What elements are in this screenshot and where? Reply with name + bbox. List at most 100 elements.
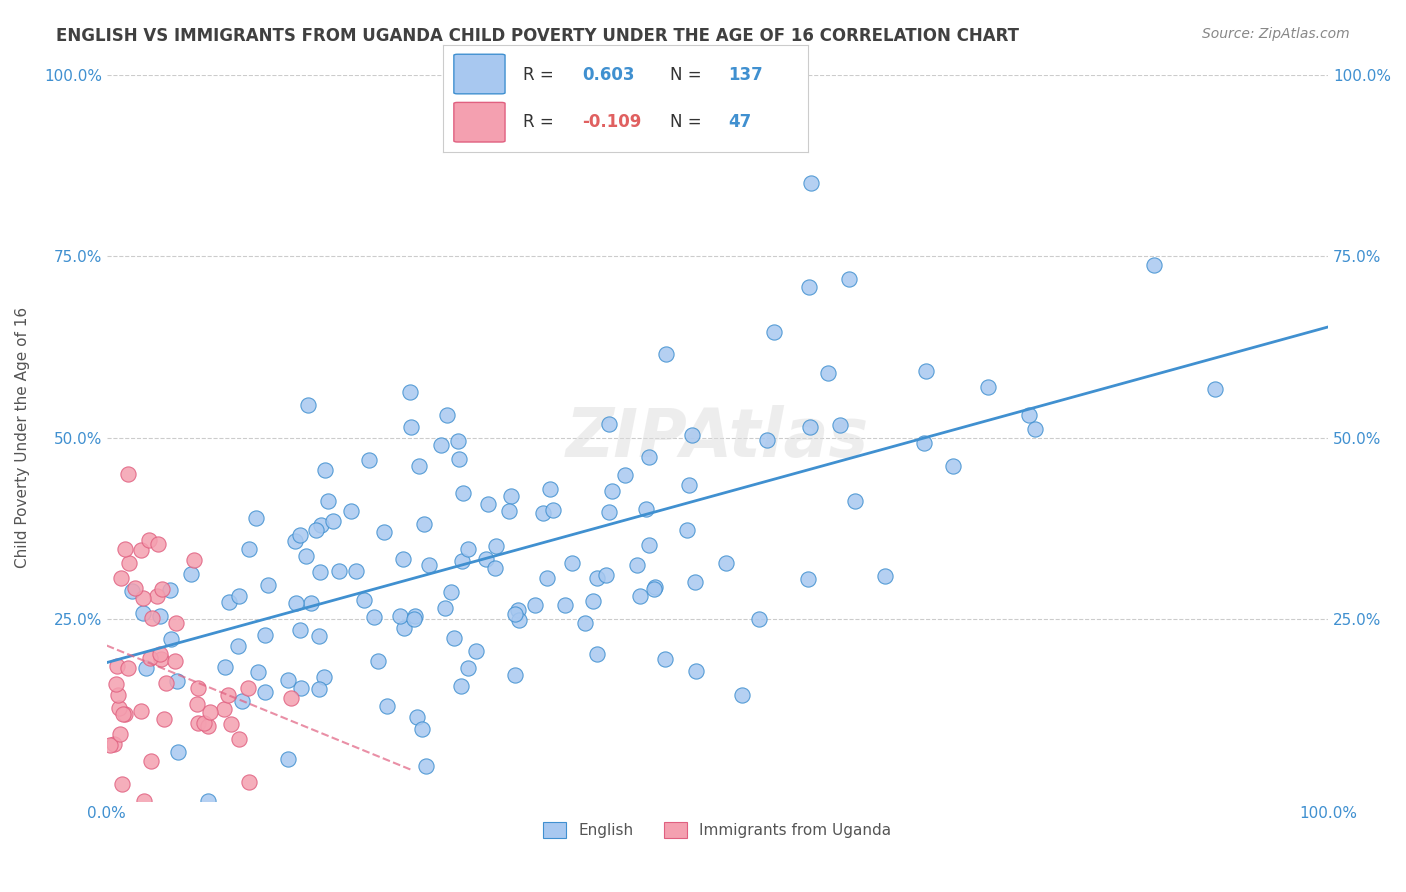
Point <box>676 523 699 537</box>
Point <box>149 651 172 665</box>
Point <box>654 652 676 666</box>
Point <box>353 593 375 607</box>
Point <box>312 670 335 684</box>
Point <box>193 715 215 730</box>
Point <box>800 177 823 191</box>
Point <box>218 594 240 608</box>
Point <box>231 693 253 707</box>
Text: 137: 137 <box>728 66 763 84</box>
Point <box>436 408 458 422</box>
Point <box>457 542 479 557</box>
FancyBboxPatch shape <box>454 103 505 142</box>
Point <box>731 688 754 702</box>
Point <box>124 581 146 595</box>
Text: 47: 47 <box>728 112 751 130</box>
Point <box>107 688 129 702</box>
Point <box>638 450 661 464</box>
Point <box>135 660 157 674</box>
Point <box>912 436 935 450</box>
Point <box>477 497 499 511</box>
Point <box>574 616 596 631</box>
Point <box>399 419 422 434</box>
Point <box>254 628 277 642</box>
Point <box>508 613 530 627</box>
Point <box>475 551 498 566</box>
Point <box>114 542 136 557</box>
Point <box>465 644 488 658</box>
Point <box>129 704 152 718</box>
Point <box>238 542 260 557</box>
Point <box>131 606 153 620</box>
Point <box>141 755 163 769</box>
Text: R =: R = <box>523 112 560 130</box>
Point <box>503 668 526 682</box>
Point <box>198 705 221 719</box>
Point <box>457 661 479 675</box>
Point <box>117 661 139 675</box>
Point <box>139 651 162 665</box>
Point <box>186 697 208 711</box>
Point <box>108 701 131 715</box>
Point <box>681 428 703 442</box>
Point <box>598 417 620 431</box>
Point <box>165 654 187 668</box>
Point <box>399 384 422 399</box>
Point <box>132 794 155 808</box>
Point <box>412 516 434 531</box>
Point <box>408 459 430 474</box>
Point <box>344 564 367 578</box>
Point <box>228 589 250 603</box>
Point <box>228 731 250 746</box>
Point <box>149 609 172 624</box>
Point <box>138 533 160 547</box>
Point <box>1018 408 1040 422</box>
Point <box>288 527 311 541</box>
Point <box>799 280 821 294</box>
Point <box>586 647 609 661</box>
Point <box>415 759 437 773</box>
Point <box>636 502 658 516</box>
Point <box>484 561 506 575</box>
Point <box>111 777 134 791</box>
Point <box>305 523 328 537</box>
Point <box>450 679 472 693</box>
Point <box>430 438 453 452</box>
Point <box>714 556 737 570</box>
Point <box>626 558 648 572</box>
Point <box>146 590 169 604</box>
Text: Source: ZipAtlas.com: Source: ZipAtlas.com <box>1202 27 1350 41</box>
Text: N =: N = <box>669 66 706 84</box>
Point <box>531 506 554 520</box>
Point <box>499 489 522 503</box>
Point <box>828 418 851 433</box>
Point <box>316 493 339 508</box>
Point <box>536 571 558 585</box>
Point <box>159 583 181 598</box>
Text: R =: R = <box>523 66 560 84</box>
Point <box>685 664 707 678</box>
Point <box>595 567 617 582</box>
Point <box>498 504 520 518</box>
Point <box>418 558 440 573</box>
Point <box>236 681 259 695</box>
Point <box>451 485 474 500</box>
Point <box>554 599 576 613</box>
Point <box>598 505 620 519</box>
Point <box>817 366 839 380</box>
Point <box>447 434 470 448</box>
Point <box>187 681 209 696</box>
Point <box>150 582 173 597</box>
Point <box>411 723 433 737</box>
Text: ENGLISH VS IMMIGRANTS FROM UGANDA CHILD POVERTY UNDER THE AGE OF 16 CORRELATION : ENGLISH VS IMMIGRANTS FROM UGANDA CHILD … <box>56 27 1019 45</box>
Point <box>309 517 332 532</box>
Point <box>105 658 128 673</box>
Point <box>166 674 188 689</box>
Text: -0.109: -0.109 <box>582 112 641 130</box>
Point <box>121 584 143 599</box>
Point <box>309 565 332 579</box>
Point <box>226 639 249 653</box>
Point <box>844 493 866 508</box>
Point <box>392 552 415 566</box>
Point <box>155 675 177 690</box>
Point <box>942 459 965 474</box>
